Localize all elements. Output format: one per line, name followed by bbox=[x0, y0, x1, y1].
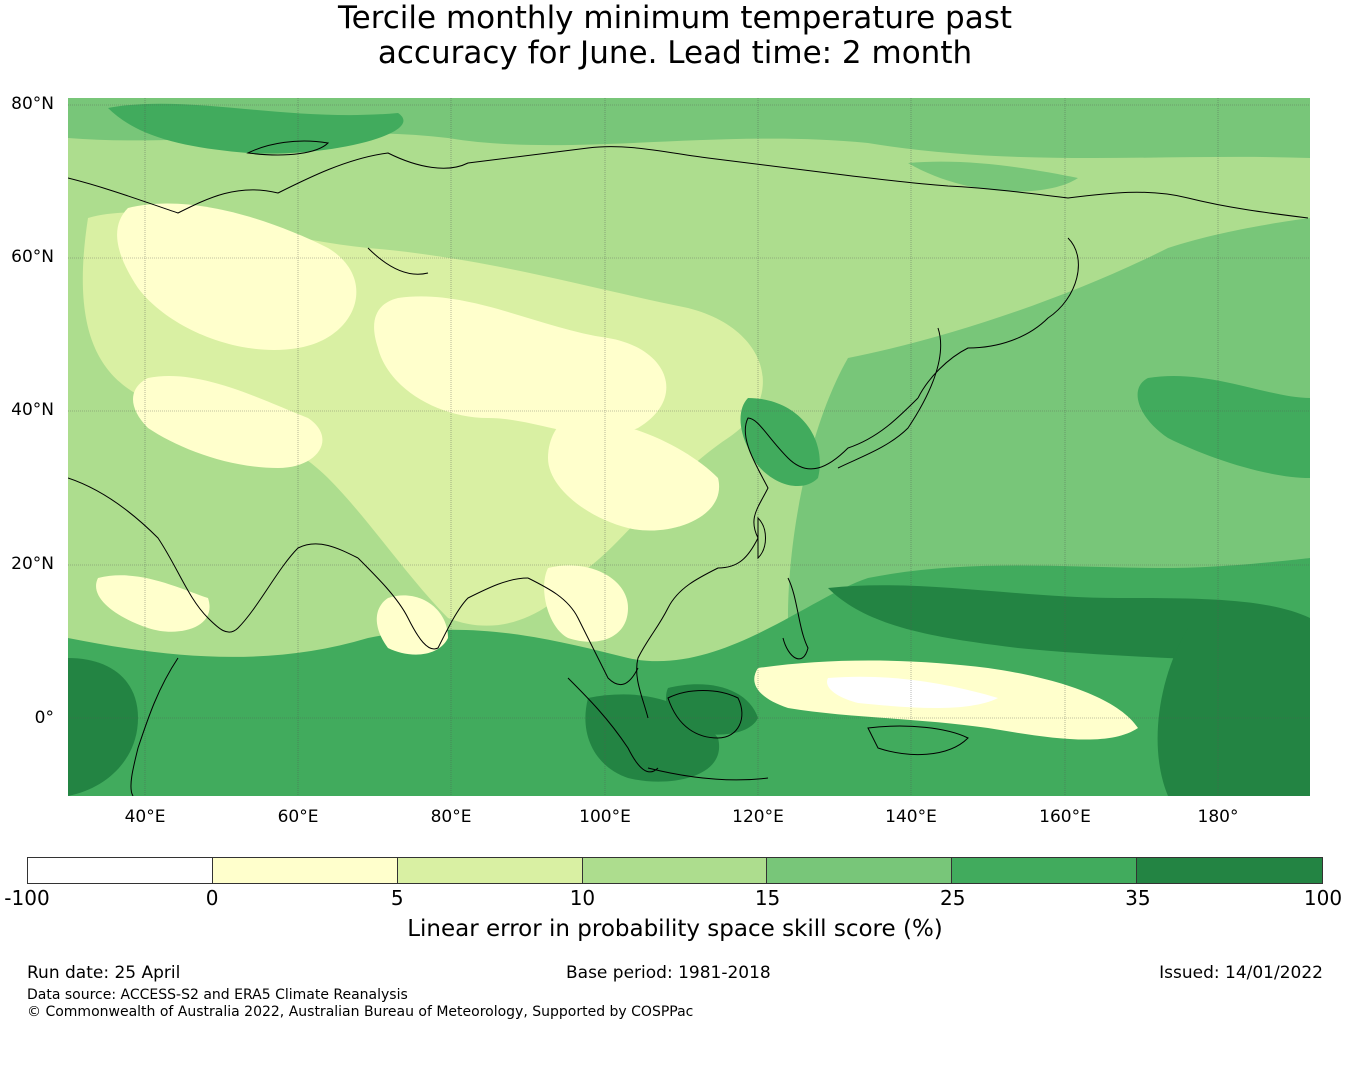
skill-region-eq-pacific-lowest bbox=[827, 676, 998, 708]
lon-tick-label: 180° bbox=[1197, 807, 1239, 827]
new-guinea bbox=[867, 725, 969, 756]
colorbar-tick-label: 10 bbox=[569, 886, 596, 910]
chart-title-line-1: Tercile monthly minimum temperature past bbox=[337, 0, 1013, 36]
skill-region-eastsiberia bbox=[908, 161, 1078, 192]
colorbar-tick-label: -100 bbox=[4, 886, 50, 910]
skill-region-low-3 bbox=[133, 376, 323, 468]
philippines bbox=[782, 577, 809, 660]
skill-region-low-5 bbox=[544, 565, 628, 642]
colorbar-tick-label: 5 bbox=[390, 886, 404, 910]
skill-region-low-1 bbox=[117, 203, 357, 350]
novaya-zemlya bbox=[246, 140, 330, 156]
okhotsk-coast bbox=[917, 237, 1079, 399]
skill-region-korea bbox=[740, 398, 820, 487]
skill-region-low-4 bbox=[548, 418, 720, 531]
lat-tick-label: 40°N bbox=[11, 400, 54, 420]
colorbar-segment bbox=[397, 858, 583, 883]
japan bbox=[837, 327, 942, 469]
skill-region-africa-east bbox=[68, 658, 138, 796]
arabia-coast bbox=[68, 477, 359, 633]
colorbar-segment bbox=[1137, 858, 1322, 883]
colorbar-segment bbox=[28, 858, 213, 883]
run-date: Run date: 25 April bbox=[27, 963, 181, 983]
skill-region-north-pacific bbox=[788, 218, 1310, 618]
chart-title-line-2: accuracy for June. Lead time: 2 month bbox=[377, 35, 973, 71]
lon-tick-label: 100°E bbox=[579, 807, 631, 827]
skill-region-np-high bbox=[1137, 375, 1310, 478]
colorbar-tick-label: 25 bbox=[939, 886, 966, 910]
borneo bbox=[667, 690, 743, 739]
lat-tick-label: 20°N bbox=[11, 554, 54, 574]
lon-tick-label: 120°E bbox=[732, 807, 784, 827]
skill-region-india-low bbox=[376, 595, 448, 655]
skill-region-central-pacific-max bbox=[1157, 628, 1310, 796]
lon-tick-label: 140°E bbox=[885, 807, 937, 827]
coastlines bbox=[68, 140, 1309, 796]
colorbar bbox=[27, 857, 1323, 884]
colorbar-segment bbox=[582, 858, 768, 883]
data-source: Data source: ACCESS-S2 and ERA5 Climate … bbox=[27, 987, 408, 1003]
colorbar-segment bbox=[952, 858, 1138, 883]
lon-tick-label: 40°E bbox=[124, 807, 166, 827]
east-africa-coast bbox=[130, 657, 179, 796]
arctic-coast bbox=[68, 146, 1309, 219]
lon-tick-label: 80°E bbox=[430, 807, 472, 827]
lat-tick-label: 60°N bbox=[11, 247, 54, 267]
colorbar-segment bbox=[767, 858, 953, 883]
lon-tick-label: 60°E bbox=[277, 807, 319, 827]
indochina-coast bbox=[527, 577, 639, 686]
graticule bbox=[68, 98, 1310, 796]
skill-region-low-2 bbox=[374, 296, 667, 435]
lon-tick-label: 160°E bbox=[1039, 807, 1091, 827]
skill-score-map bbox=[68, 98, 1310, 796]
taiwan bbox=[757, 516, 766, 560]
base-period: Base period: 1981-2018 bbox=[566, 963, 771, 983]
java bbox=[647, 767, 769, 781]
colorbar-tick-label: 100 bbox=[1303, 886, 1343, 910]
lat-tick-label: 80°N bbox=[11, 94, 54, 114]
skill-region-barents bbox=[108, 103, 404, 154]
issued-date: Issued: 14/01/2022 bbox=[1159, 963, 1323, 983]
colorbar-segment bbox=[212, 858, 398, 883]
colorbar-tick-label: 15 bbox=[754, 886, 781, 910]
colorbar-tick-label: 35 bbox=[1125, 886, 1151, 910]
skill-region-arabia-low bbox=[96, 575, 210, 632]
colorbar-tick-label: 0 bbox=[205, 886, 219, 910]
lat-tick-label: 0° bbox=[34, 708, 54, 728]
china-coast bbox=[636, 397, 919, 719]
caspian bbox=[367, 247, 429, 275]
skill-region-arctic bbox=[68, 98, 1310, 158]
india-coast bbox=[357, 557, 529, 650]
copyright: © Commonwealth of Australia 2022, Austra… bbox=[27, 1004, 694, 1020]
sumatra bbox=[567, 677, 659, 773]
colorbar-label: Linear error in probability space skill … bbox=[407, 916, 943, 942]
